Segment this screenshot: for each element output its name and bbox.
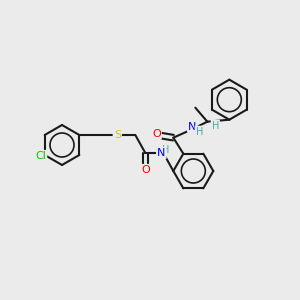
Text: O: O bbox=[152, 129, 161, 139]
Text: Cl: Cl bbox=[35, 151, 46, 161]
Text: N: N bbox=[157, 148, 166, 158]
Text: H: H bbox=[212, 121, 219, 131]
Text: O: O bbox=[141, 165, 150, 175]
Text: N: N bbox=[188, 122, 196, 132]
Text: H: H bbox=[162, 145, 169, 155]
Text: H: H bbox=[196, 127, 203, 137]
Text: S: S bbox=[114, 130, 121, 140]
